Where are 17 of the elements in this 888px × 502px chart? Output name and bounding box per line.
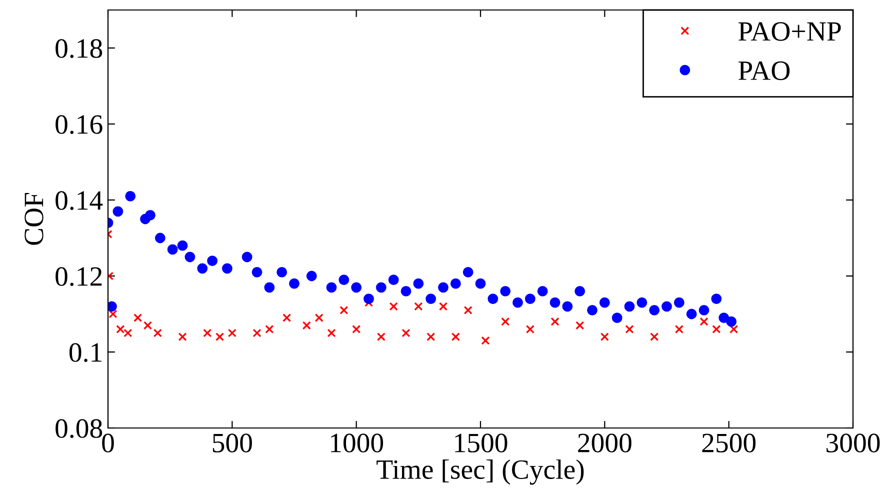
x-tick-label: 500 xyxy=(212,434,252,452)
legend-label: PAO+NP xyxy=(738,22,841,41)
y-axis-title: COF xyxy=(24,192,44,245)
x-tick-label: 1000 xyxy=(331,434,384,452)
y-tick-label: 0.08 xyxy=(56,419,102,438)
legend-label: PAO xyxy=(738,61,790,80)
x-tick-label: 1500 xyxy=(455,434,508,452)
x-tick-label: 3000 xyxy=(826,434,880,452)
y-tick-label: 0.18 xyxy=(56,39,102,58)
x-tick-label: 2000 xyxy=(578,434,632,452)
y-tick-label: 0.14 xyxy=(56,191,103,210)
y-tick-label: 0.12 xyxy=(56,267,102,286)
y-tick-label: 0.16 xyxy=(56,115,102,134)
x-axis-title: Time [sec] (Cycle) xyxy=(376,459,584,485)
y-tick-label: 0.1 xyxy=(69,343,102,362)
x-tick-label: 0 xyxy=(102,434,114,452)
x-tick-label: 2500 xyxy=(702,434,756,452)
